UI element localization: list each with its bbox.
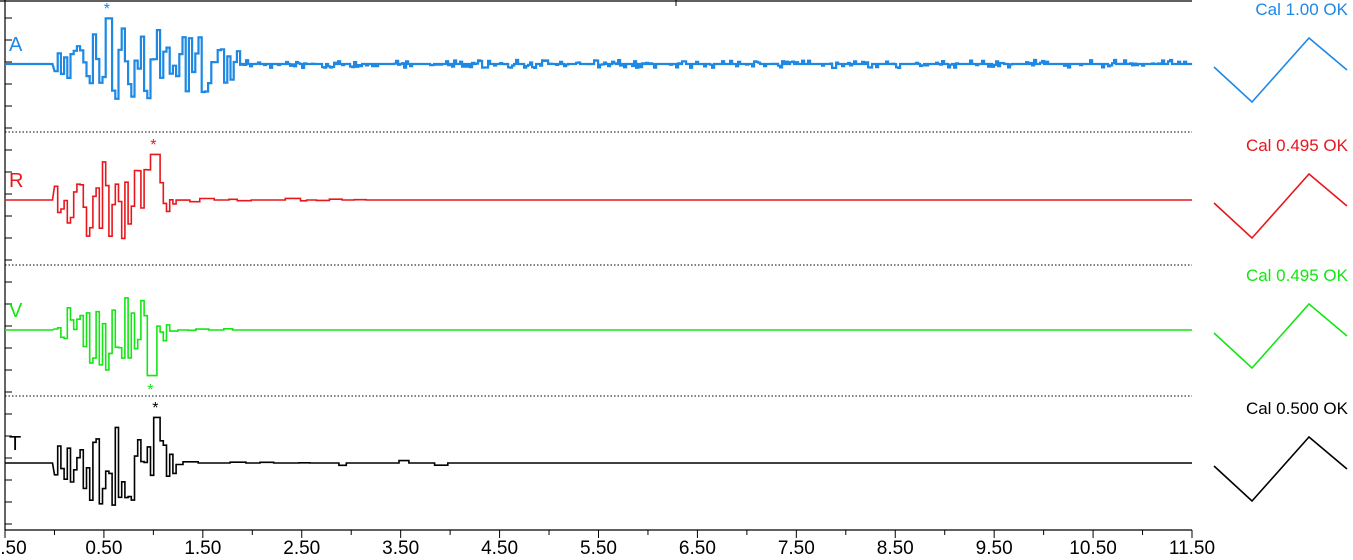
channel-label: A <box>9 34 23 56</box>
x-tick-label: 3.50 <box>382 538 419 559</box>
calibration-pulse <box>1213 435 1348 503</box>
calibration-pulse <box>1213 36 1348 104</box>
x-tick-label: 4.50 <box>481 538 518 559</box>
calibration-label: Cal 0.495 OK <box>1246 136 1349 155</box>
peak-marker: * <box>150 137 156 154</box>
channel-v: V * Cal 0.495 OK <box>5 266 1349 399</box>
x-tick-label: 7.50 <box>778 538 815 559</box>
channel-a: A * Cal 1.00 OK <box>5 0 1349 104</box>
x-tick-label: 6.50 <box>679 538 716 559</box>
x-tick-label: 9.50 <box>976 538 1013 559</box>
x-tick-label: 10.50 <box>1069 538 1117 559</box>
calibration-label: Cal 1.00 OK <box>1255 0 1348 19</box>
x-tick-label: 8.50 <box>877 538 914 559</box>
calibration-label: Cal 0.500 OK <box>1246 399 1349 418</box>
channel-label: V <box>9 300 23 322</box>
channel-label: T <box>9 433 21 455</box>
waveform-trace <box>5 153 1192 240</box>
calibration-pulse <box>1213 172 1348 240</box>
channel-label: R <box>9 170 23 192</box>
x-tick-label: 1.50 <box>184 538 221 559</box>
waveform-trace <box>5 17 1193 100</box>
peak-marker: * <box>147 382 153 399</box>
channel-r: R * Cal 0.495 OK <box>5 136 1349 240</box>
x-tick-label: 5.50 <box>580 538 617 559</box>
waveform-trace <box>5 297 1192 377</box>
x-tick-label: 0.50 <box>85 538 122 559</box>
x-tick-label: -0.50 <box>0 538 27 559</box>
calibration-pulse <box>1213 302 1348 370</box>
channel-t: T * Cal 0.500 OK <box>5 399 1349 506</box>
x-tick-label: 2.50 <box>283 538 320 559</box>
x-tick-label: 11.50 <box>1169 538 1215 559</box>
peak-marker: * <box>104 1 110 18</box>
calibration-label: Cal 0.495 OK <box>1246 266 1349 285</box>
peak-marker: * <box>152 400 158 417</box>
waveform-trace <box>5 416 1192 506</box>
